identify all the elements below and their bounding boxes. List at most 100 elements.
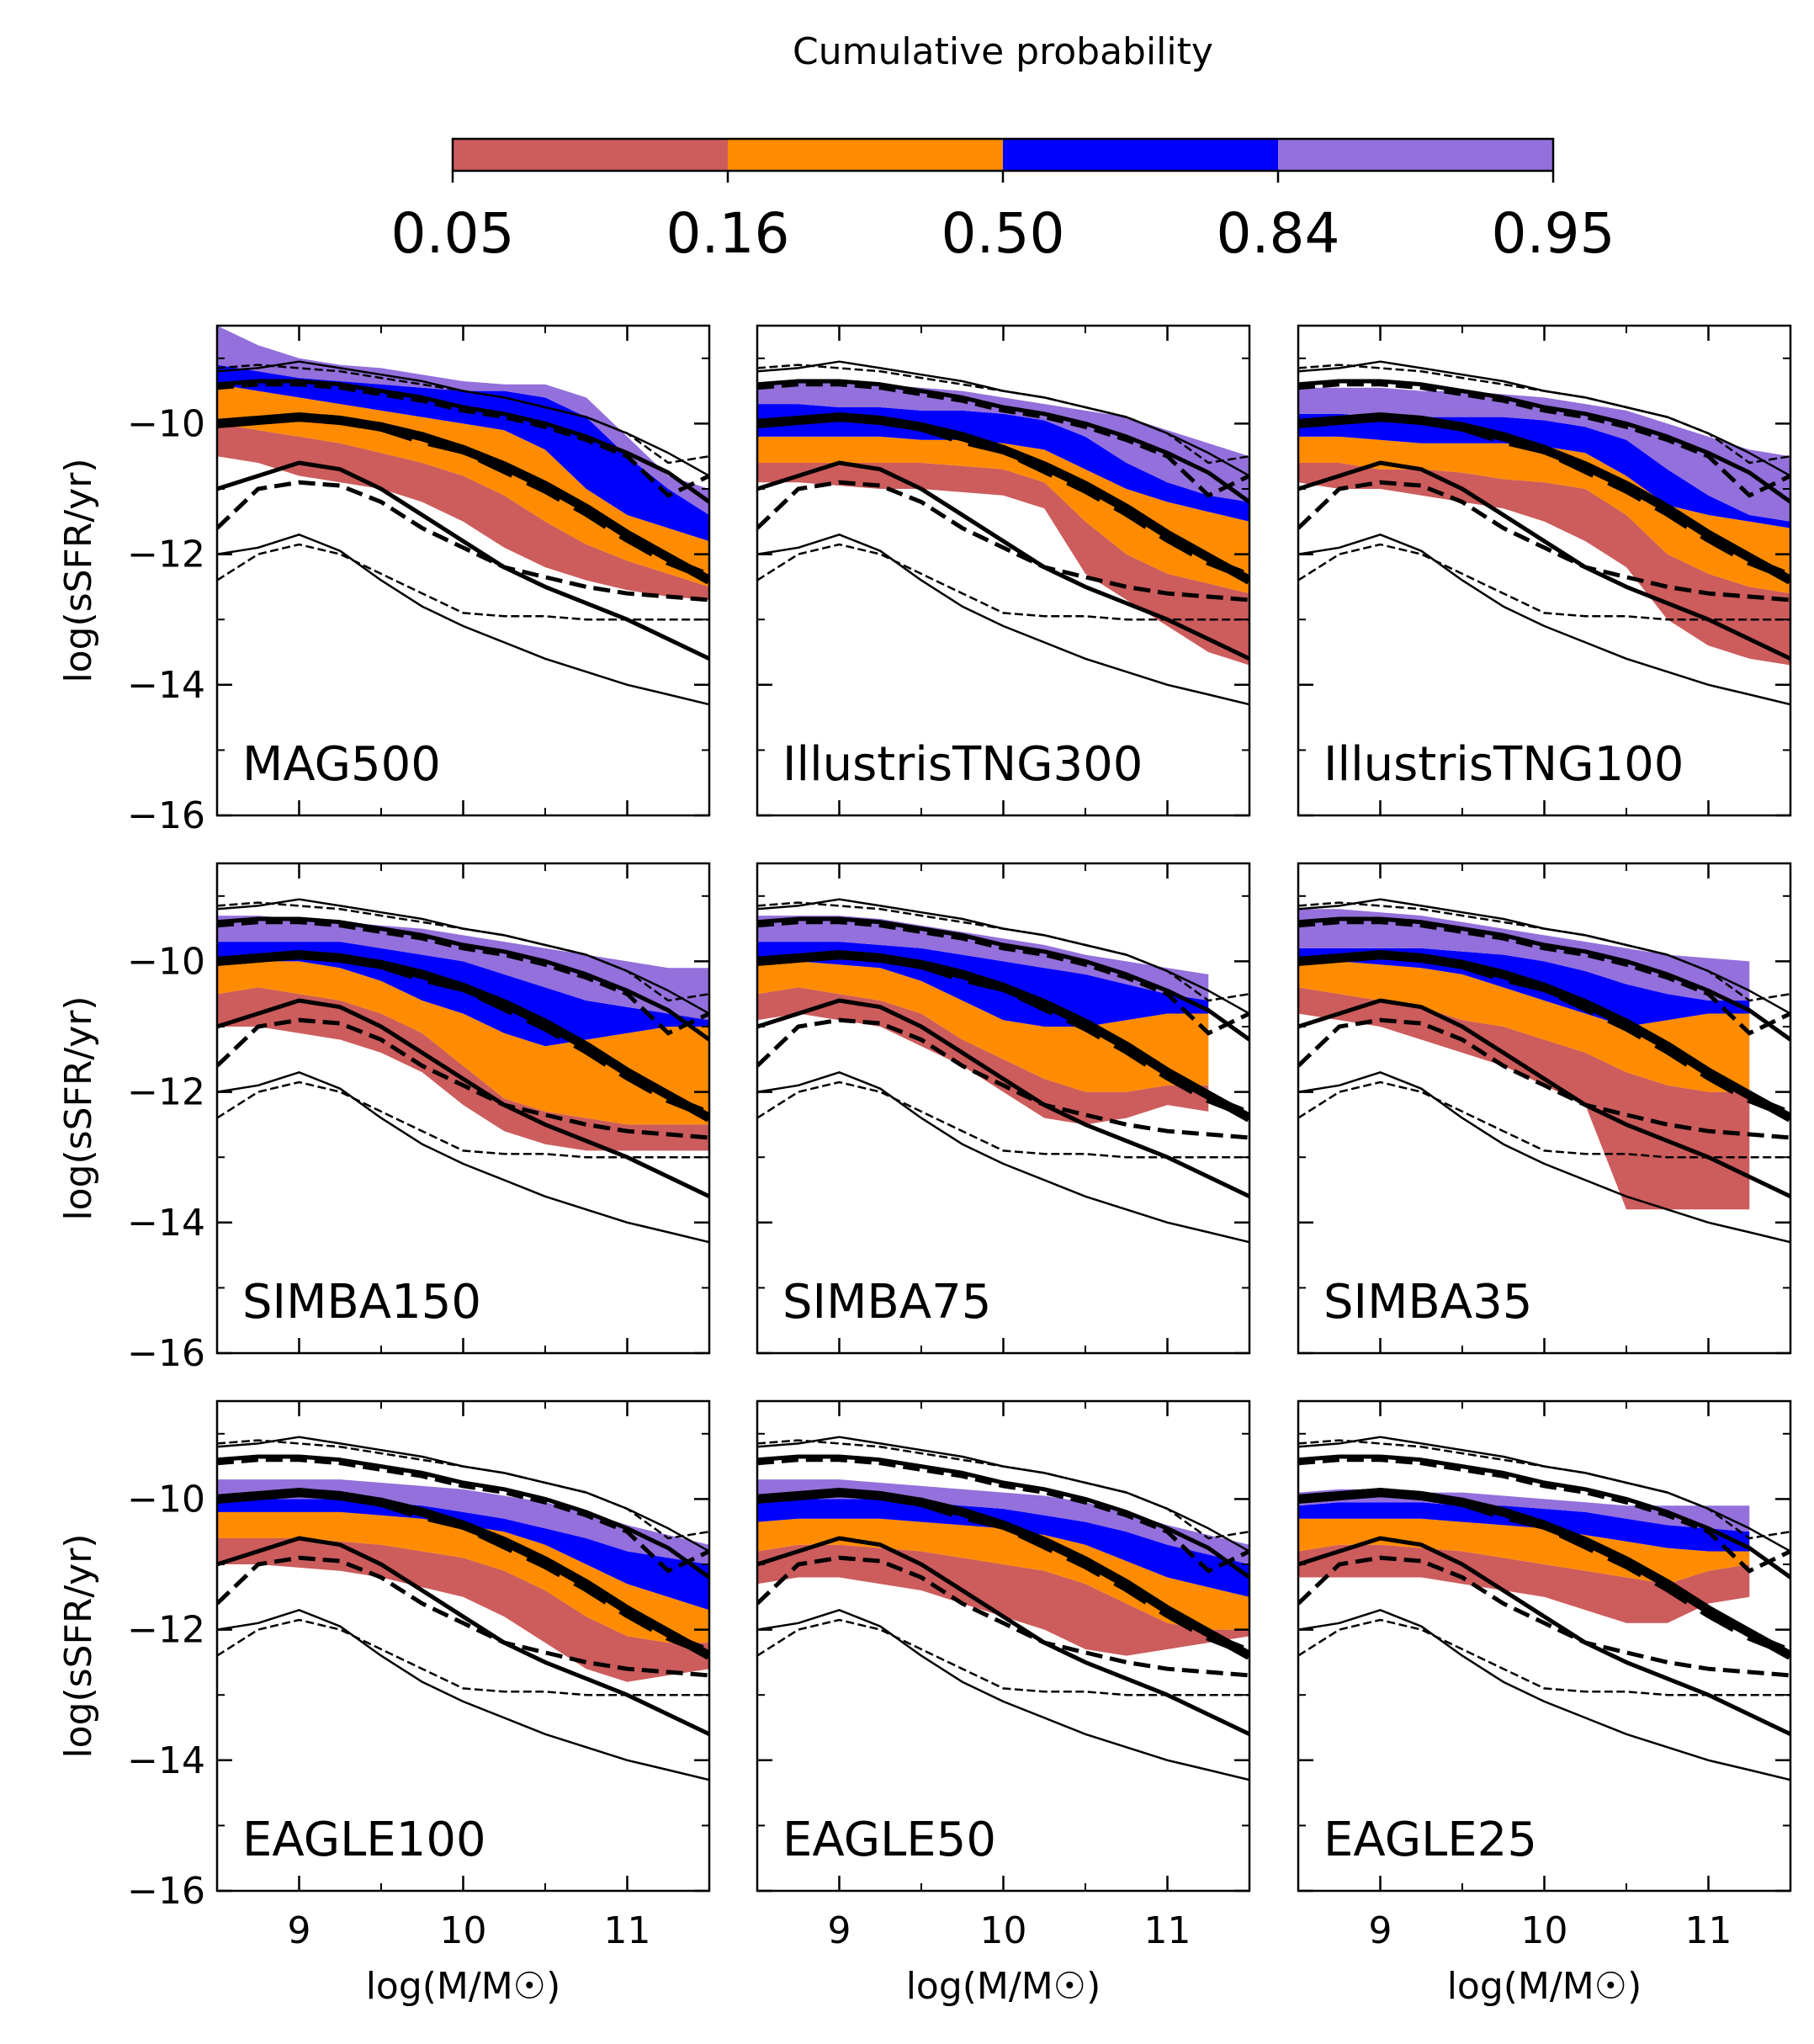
ref-dashed-p95 [1298,901,1790,1002]
band-p84-p95 [1298,909,1750,1001]
x-tick-label: 10 [440,1909,487,1952]
panel-label: IllustrisTNG100 [1323,737,1684,792]
ref-dashed-p05 [757,1618,1249,1696]
colorbar-tick-label: 0.05 [391,201,515,266]
ref-dashed-p84 [757,382,1249,498]
ref-dashed-p16 [757,1555,1249,1678]
colorbar-tick-label: 0.95 [1492,201,1615,266]
ref-dashed-p95 [757,901,1249,1002]
ref-dashed-p16 [1298,1017,1790,1140]
ref-solid-p05 [757,1609,1249,1781]
ref-dashed-p95 [757,364,1249,465]
band-p16-p50 [1298,961,1750,1092]
band-p50-p84 [1298,948,1750,1027]
band-p05-p16 [757,463,1249,666]
ref-dashed-p95 [217,901,709,1002]
band-p84-p95 [217,916,709,1021]
x-tick-label: 10 [980,1909,1027,1952]
ref-solid-p84 [217,379,709,504]
ref-dashed-p84 [1298,920,1790,1036]
colorbar-segment [1278,139,1554,171]
colorbar-segment [728,139,1004,171]
ref-dashed-p95 [1298,1439,1790,1540]
panel-simba150: −10 −12 −14 −16 SIMBA150 log(sSFR/yr) [57,862,711,1375]
panel-label: SIMBA75 [782,1275,991,1330]
plot-area [757,898,1249,1244]
ref-dashed-p50 [217,412,709,581]
band-p50-p84 [757,404,1249,522]
band-p84-p95 [1298,387,1790,522]
panel-eagle50: 9 10 11 EAGLE50 log(M/M☉) [756,1399,1251,2008]
ref-solid-p05 [217,1071,709,1244]
ref-dashed-p84 [217,1457,709,1574]
ref-dashed-p16 [757,1017,1249,1140]
y-tick-label: −16 [127,794,205,837]
x-tick-label: 10 [1521,1909,1568,1952]
ref-solid-p84 [757,379,1249,504]
ref-dashed-p05 [1298,1080,1790,1159]
ref-solid-p05 [757,534,1249,706]
ref-solid-p84 [1298,916,1790,1042]
x-tick-label: 9 [288,1909,311,1952]
y-tick-label: −16 [127,1332,205,1375]
band-p05-p16 [1298,1544,1750,1623]
y-axis-label: log(sSFR/yr) [57,995,100,1220]
band-p50-p84 [757,1499,1249,1597]
x-tick-label: 9 [828,1909,851,1952]
y-tick-label: −12 [127,534,205,576]
ref-dashed-p16 [1298,480,1790,603]
panel-illustristng300: IllustrisTNG300 [756,324,1251,817]
ref-solid-p84 [1298,379,1790,504]
x-tick-label: 11 [1144,1909,1191,1952]
band-p50-p84 [1298,413,1790,528]
colorbar-segment [453,139,729,171]
x-axis-label: log(M/M☉) [906,1965,1101,2008]
ref-solid-p05 [217,1609,709,1781]
ref-solid-p84 [1298,1454,1790,1579]
ref-dashed-p84 [1298,382,1790,498]
ref-solid-p84 [217,916,709,1042]
x-tick-label: 11 [1685,1909,1732,1952]
y-tick-label: −10 [127,1478,205,1521]
panel-illustristng100: IllustrisTNG100 [1297,324,1792,817]
plot-area [757,1436,1249,1781]
ref-dashed-p16 [757,480,1249,603]
panels: −10 −12 −14 −16 MAG500 log(sSFR/yr) IllustrisT… [57,324,1792,2008]
panel-label: EAGLE100 [242,1813,486,1867]
ref-dashed-p95 [757,1439,1249,1540]
plot-area [217,898,709,1244]
band-p16-p50 [217,1511,709,1643]
band-p16-p50 [757,436,1249,594]
ref-dashed-p50 [757,1488,1249,1657]
band-p05-p16 [1298,463,1790,666]
panel-simba75: SIMBA75 [756,862,1251,1355]
y-tick-label: −14 [127,1739,205,1782]
ref-dashed-p84 [1298,1457,1790,1574]
colorbar-tick-label: 0.84 [1217,201,1340,266]
ref-dashed-p84 [217,382,709,498]
ref-dashed-p50 [1298,1488,1790,1657]
ref-dashed-p95 [1298,364,1790,465]
colorbar-segments [453,139,1554,171]
y-axis-label: log(sSFR/yr) [57,1533,100,1758]
y-tick-label: −14 [127,1202,205,1245]
panel-label: EAGLE25 [1323,1813,1537,1867]
x-tick-label: 11 [604,1909,651,1952]
colorbar-tick-label: 0.16 [666,201,790,266]
y-tick-label: −14 [127,664,205,707]
band-p16-p50 [217,961,709,1125]
ref-dashed-p05 [1298,543,1790,621]
plot-area [757,360,1249,706]
ref-solid-p84 [757,916,1249,1042]
y-axis-label: log(sSFR/yr) [57,458,100,682]
ref-solid-p84 [217,1454,709,1579]
ref-dashed-p16 [217,1017,709,1140]
plot-area [217,1436,709,1781]
y-tick-label: −12 [127,1071,205,1114]
x-axis-label: log(M/M☉) [1447,1965,1642,2008]
band-p05-p16 [217,987,709,1151]
band-p84-p95 [217,326,709,515]
ref-dashed-p05 [757,1080,1249,1159]
band-p50-p84 [1298,1502,1750,1552]
